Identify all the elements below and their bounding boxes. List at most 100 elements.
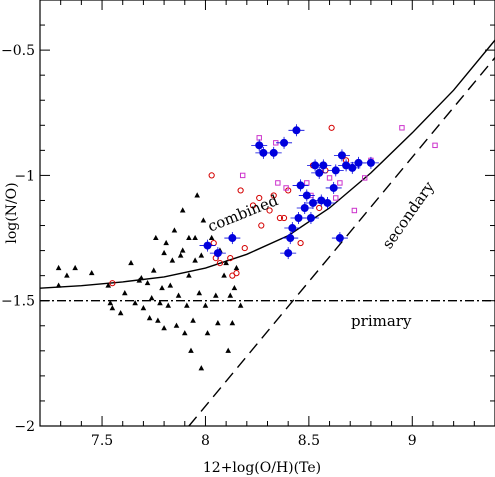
x-axis-title: 12+log(O/H)(Te): [203, 460, 321, 476]
triangle-point: [196, 289, 203, 296]
filled-circle-point: [228, 234, 237, 243]
filled-circle-point: [255, 141, 264, 150]
triangle-point: [186, 272, 192, 278]
triangle-point: [198, 365, 205, 371]
filled-circle-point: [286, 234, 295, 243]
triangle-point: [150, 267, 157, 273]
filled-circle-point: [280, 138, 289, 147]
triangle-point: [64, 272, 70, 278]
filled-circle-point: [213, 249, 222, 258]
open-circle-point: [208, 172, 215, 179]
open-circle-point: [276, 214, 284, 222]
triangle-point: [181, 330, 188, 336]
filled-circle-point: [294, 214, 303, 223]
triangle-point: [184, 302, 190, 308]
filled-circle-point: [300, 203, 309, 212]
filled-circle-point: [284, 249, 293, 258]
triangle-point: [144, 279, 151, 286]
x-tick-label: 8.5: [298, 433, 320, 449]
triangle-point: [161, 325, 167, 331]
triangle-point: [186, 234, 192, 241]
open-circle-point: [316, 204, 323, 212]
open-square-point: [399, 125, 405, 131]
filled-circle-point: [203, 241, 212, 250]
triangle-point: [109, 305, 116, 311]
open-circle-point: [216, 260, 224, 267]
open-circle-point: [227, 255, 234, 262]
y-tick-label: −1.5: [1, 294, 35, 310]
triangle-point: [177, 252, 184, 258]
triangle-point: [215, 320, 221, 326]
open-square-point: [351, 207, 358, 214]
triangle-point: [194, 192, 200, 198]
triangle-point: [171, 227, 178, 233]
filled-circle-point: [354, 158, 363, 167]
triangle-point: [155, 317, 161, 323]
triangle-point: [157, 300, 163, 306]
triangle-point: [221, 272, 227, 278]
filled-circle-point: [296, 181, 305, 190]
triangle-point: [225, 347, 232, 353]
triangle-point: [132, 300, 138, 306]
open-square-point: [432, 142, 438, 149]
filled-circle-point: [317, 196, 326, 205]
triangle-point: [192, 234, 198, 241]
triangle-point: [190, 317, 196, 323]
combined-curve: [39, 39, 495, 289]
filled-circle-point: [319, 161, 328, 170]
filled-circle-point: [306, 214, 315, 223]
filled-circle-point: [315, 168, 324, 177]
filled-circle-point: [323, 198, 332, 207]
triangle-point: [121, 289, 128, 296]
open-circle-point: [256, 194, 263, 202]
triangle-point: [161, 249, 167, 256]
triangle-point: [148, 295, 155, 301]
model-curves: [39, 39, 495, 427]
x-tick-label: 8: [201, 433, 210, 449]
filled-circle-point: [366, 158, 375, 167]
open-circle-point: [210, 239, 217, 247]
y-axis-title: log(N/O): [4, 182, 20, 243]
triangle-point: [198, 252, 205, 258]
triangle-point: [128, 259, 134, 266]
filled-circle-point: [337, 151, 346, 160]
open-circle-point: [241, 244, 248, 252]
open-circle-point: [328, 124, 335, 131]
filled-circle-point: [342, 161, 351, 170]
y-tick-label: −2: [14, 419, 35, 435]
triangle-point: [233, 264, 240, 271]
secondary-label: secondary: [378, 178, 438, 253]
filled-circle-point: [259, 148, 268, 157]
triangle-point: [229, 320, 236, 326]
primary-label: primary: [351, 312, 412, 330]
filled-circle-point: [335, 234, 344, 243]
triangle-point: [117, 310, 124, 316]
open-square-point: [275, 180, 281, 186]
triangle-point: [169, 257, 176, 263]
triangle-point: [140, 305, 147, 311]
y-tick-label: −1: [14, 168, 35, 184]
triangle-point: [208, 234, 215, 241]
triangle-point: [204, 330, 211, 336]
filled-circle-point: [331, 166, 340, 175]
triangle-point: [212, 292, 219, 298]
triangle-point: [179, 207, 186, 213]
open-circle-point: [297, 239, 304, 247]
triangle-point: [165, 302, 172, 308]
open-circle-point: [258, 222, 265, 229]
filled-circle-point: [309, 198, 317, 207]
triangle-point: [105, 282, 112, 288]
open-circle-point: [249, 202, 257, 209]
triangle-point: [192, 257, 198, 263]
triangle-point: [167, 282, 174, 288]
triangle-point: [55, 282, 62, 288]
open-circle-point: [109, 280, 116, 287]
secondary-curve: [188, 57, 495, 427]
data-points: [55, 124, 438, 371]
filled-circle-point: [292, 126, 301, 135]
triangle-point: [175, 292, 182, 298]
open-square-point: [362, 175, 368, 181]
open-square-point: [333, 195, 339, 201]
open-circle-point: [280, 214, 288, 222]
